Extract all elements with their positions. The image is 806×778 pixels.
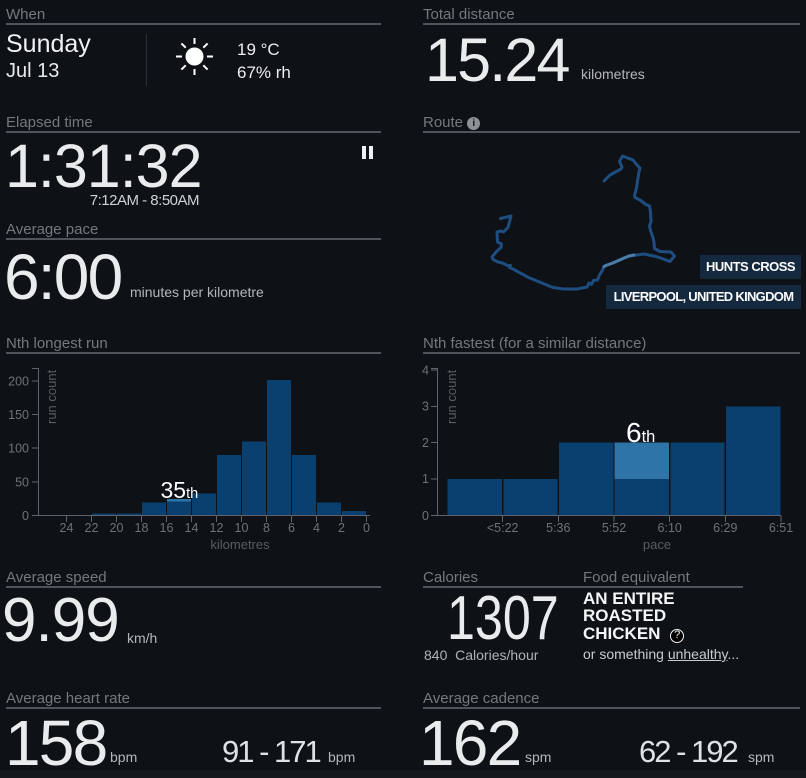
- svg-text:150: 150: [8, 408, 29, 422]
- svg-text:35th: 35th: [161, 477, 199, 503]
- svg-text:0: 0: [422, 509, 429, 523]
- svg-text:6:29: 6:29: [713, 521, 737, 535]
- svg-text:100: 100: [8, 442, 29, 456]
- svg-text:5:36: 5:36: [546, 521, 570, 535]
- svg-text:4: 4: [422, 364, 429, 378]
- svg-text:6:51: 6:51: [769, 521, 793, 535]
- svg-text:2: 2: [422, 436, 429, 450]
- svg-text:1: 1: [422, 472, 429, 486]
- svg-text:50: 50: [15, 475, 29, 489]
- svg-text:pace: pace: [643, 537, 671, 552]
- svg-text:18: 18: [135, 521, 149, 535]
- svg-text:22: 22: [85, 521, 99, 535]
- svg-text:6: 6: [288, 521, 295, 535]
- svg-text:24: 24: [60, 521, 74, 535]
- svg-text:20: 20: [110, 521, 124, 535]
- svg-text:<5:22: <5:22: [487, 521, 519, 535]
- svg-text:10: 10: [235, 521, 249, 535]
- svg-text:5:52: 5:52: [602, 521, 626, 535]
- svg-text:6:10: 6:10: [658, 521, 682, 535]
- svg-text:kilometres: kilometres: [210, 537, 270, 552]
- svg-text:0: 0: [22, 509, 29, 523]
- svg-text:6th: 6th: [626, 417, 655, 448]
- svg-text:4: 4: [313, 521, 320, 535]
- svg-text:14: 14: [185, 521, 199, 535]
- svg-text:3: 3: [422, 400, 429, 414]
- svg-text:8: 8: [263, 521, 270, 535]
- svg-text:run count: run count: [44, 369, 59, 424]
- svg-text:run count: run count: [444, 369, 459, 424]
- svg-text:200: 200: [8, 375, 29, 389]
- svg-text:2: 2: [338, 521, 345, 535]
- svg-text:12: 12: [210, 521, 224, 535]
- svg-text:16: 16: [160, 521, 174, 535]
- svg-text:0: 0: [363, 521, 370, 535]
